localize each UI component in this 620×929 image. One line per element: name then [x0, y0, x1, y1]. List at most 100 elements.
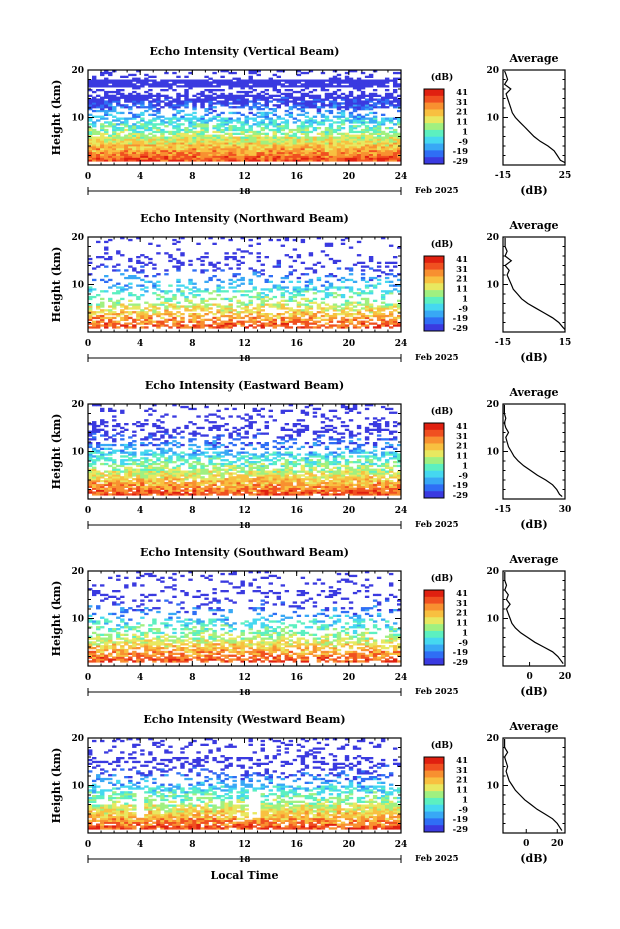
heatmap-cell [188, 280, 193, 283]
heatmap-cell [100, 157, 105, 160]
heatmap-cell [104, 326, 109, 329]
heatmap-cell [172, 451, 177, 454]
heatmap-cell [156, 155, 161, 158]
heatmap-cell [176, 140, 181, 143]
heatmap-cell [116, 423, 121, 426]
heatmap-cell [156, 273, 161, 276]
heatmap-cell [156, 462, 161, 466]
heatmap-cell [148, 462, 153, 466]
heatmap-cell [312, 128, 318, 132]
heatmap-cell [348, 100, 354, 103]
heatmap-cell [292, 104, 298, 107]
heatmap-cell [204, 269, 209, 272]
heatmap-cell [200, 493, 205, 496]
heatmap-cell [216, 286, 221, 289]
heatmap-cell [388, 151, 394, 154]
heatmap-cell [116, 263, 121, 266]
heatmap-cell [396, 100, 402, 103]
heatmap-cell [140, 153, 145, 156]
heatmap-cell [356, 149, 362, 153]
heatmap-cell [240, 426, 245, 430]
heatmap-cell [260, 263, 265, 266]
heatmap-cell [176, 442, 181, 445]
heatmap-cell [104, 443, 109, 447]
heatmap-cell [200, 157, 205, 160]
heatmap-cell [372, 322, 378, 325]
heatmap-cell [168, 104, 173, 107]
heatmap-cell [132, 303, 137, 306]
heatmap-cell [240, 144, 245, 147]
heatmap-cell [164, 459, 169, 462]
heatmap-cell [292, 90, 298, 94]
heatmap-cell [312, 121, 318, 124]
heatmap-cell [276, 305, 282, 308]
heatmap-cell [108, 459, 113, 462]
heatmap-cell [184, 324, 189, 327]
heatmap-cell [252, 104, 257, 107]
heatmap-cell [164, 71, 169, 75]
heatmap-cell [100, 407, 105, 411]
avg-x-label: (dB) [520, 351, 547, 364]
heatmap-cell [256, 140, 261, 143]
heatmap-cell [216, 288, 221, 291]
heatmap-cell [348, 267, 354, 270]
heatmap-cell [316, 147, 322, 151]
heatmap-cell [376, 261, 382, 264]
heatmap-cell [300, 303, 306, 306]
heatmap-cell [216, 493, 221, 496]
heatmap-cell [344, 100, 350, 103]
heatmap-cell [272, 98, 277, 101]
heatmap-cell [304, 157, 310, 160]
heatmap-cell [292, 96, 298, 99]
heatmap-cell [376, 307, 382, 310]
heatmap-cell [396, 132, 402, 135]
heatmap-cell [88, 119, 93, 122]
heatmap-cell [388, 79, 394, 82]
heatmap-cell [140, 151, 145, 154]
heatmap-cell [232, 128, 237, 132]
heatmap-cell [236, 155, 241, 158]
heatmap-cell [192, 309, 197, 312]
heatmap-cell [120, 96, 125, 99]
heatmap-cell [376, 134, 382, 137]
heatmap-cell [196, 132, 201, 135]
heatmap-cell [112, 320, 117, 323]
heatmap-cell [136, 79, 141, 82]
heatmap-cell [276, 313, 282, 316]
heatmap-cell [148, 472, 153, 475]
heatmap-cell [180, 324, 185, 327]
heatmap-cell [180, 455, 185, 458]
heatmap-cell [356, 113, 362, 116]
heatmap-cell [136, 481, 141, 485]
heatmap-cell [284, 125, 290, 128]
heatmap-cell [396, 102, 402, 105]
heatmap-cell [116, 136, 121, 139]
heatmap-cell [276, 263, 282, 266]
heatmap-cell [264, 153, 269, 156]
heatmap-cell [332, 100, 338, 103]
heatmap-cell [192, 457, 197, 460]
heatmap-cell [144, 493, 149, 496]
heatmap-cell [196, 491, 201, 494]
heatmap-cell [112, 424, 117, 428]
heatmap-cell [144, 149, 149, 153]
heatmap-cell [368, 284, 374, 287]
heatmap-cell [120, 483, 125, 487]
heatmap-cell [192, 151, 197, 154]
heatmap-cell [124, 100, 129, 103]
heatmap-cell [96, 322, 101, 325]
heatmap-cell [164, 269, 169, 272]
heatmap-cell [156, 144, 161, 147]
heatmap-cell [196, 313, 201, 316]
heatmap-cell [264, 111, 269, 115]
heatmap-cell [232, 127, 237, 130]
heatmap-cell [176, 485, 181, 488]
heatmap-cell [208, 146, 213, 149]
heatmap-cell [144, 151, 149, 154]
heatmap-cell [136, 487, 141, 490]
heatmap-cell [368, 128, 374, 132]
heatmap-cell [244, 489, 249, 492]
heatmap-cell [224, 309, 229, 312]
heatmap-cell [356, 322, 362, 325]
heatmap-cell [136, 87, 141, 90]
